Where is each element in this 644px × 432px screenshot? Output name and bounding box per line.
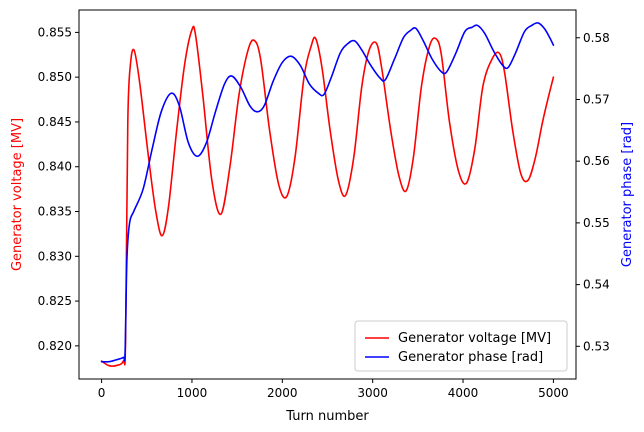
x-tick-label: 0: [98, 386, 106, 400]
y-left-tick-label: 0.835: [38, 205, 72, 219]
legend: Generator voltage [MV] Generator phase […: [354, 320, 568, 372]
x-tick-label: 2000: [267, 386, 298, 400]
y-right-tick-label: 0.56: [583, 154, 610, 168]
x-axis: 0 1000 2000 3000 4000 5000: [98, 379, 569, 400]
series-layer: [100, 22, 555, 367]
legend-label-voltage: Generator voltage [MV]: [398, 331, 551, 346]
legend-label-phase: Generator phase [rad]: [398, 350, 543, 365]
y-right-tick-label: 0.54: [583, 278, 610, 292]
y-left-tick-label: 0.825: [38, 294, 72, 308]
x-tick-label: 5000: [538, 386, 569, 400]
y-left-tick-label: 0.840: [38, 160, 72, 174]
x-axis-label: Turn number: [285, 409, 369, 424]
y-right-tick-label: 0.55: [583, 216, 610, 230]
y-left-tick-label: 0.830: [38, 249, 72, 263]
y-axis-right-label: Generator phase [rad]: [620, 122, 635, 267]
y-right-tick-label: 0.53: [583, 339, 610, 353]
y-left-tick-label: 0.820: [38, 339, 72, 353]
y-axis-right: 0.53 0.54 0.55 0.56 0.57 0.58: [576, 31, 610, 353]
y-right-tick-label: 0.58: [583, 31, 610, 45]
y-left-tick-label: 0.855: [38, 25, 72, 39]
y-left-tick-label: 0.850: [38, 70, 72, 84]
y-axis-left: 0.820 0.825 0.830 0.835 0.840 0.845 0.850 0.855: [38, 25, 79, 353]
x-tick-label: 3000: [357, 386, 388, 400]
legend-box: [354, 320, 568, 372]
plot-frame: [78, 9, 577, 380]
series-line-voltage: [100, 25, 555, 367]
y-left-tick-label: 0.845: [38, 115, 72, 129]
series-line-phase: [100, 22, 555, 363]
x-tick-label: 4000: [448, 386, 479, 400]
x-tick-label: 1000: [177, 386, 208, 400]
plot-area: [79, 10, 576, 379]
y-right-tick-label: 0.57: [583, 92, 610, 106]
y-axis-left-label: Generator voltage [MV]: [10, 118, 25, 271]
